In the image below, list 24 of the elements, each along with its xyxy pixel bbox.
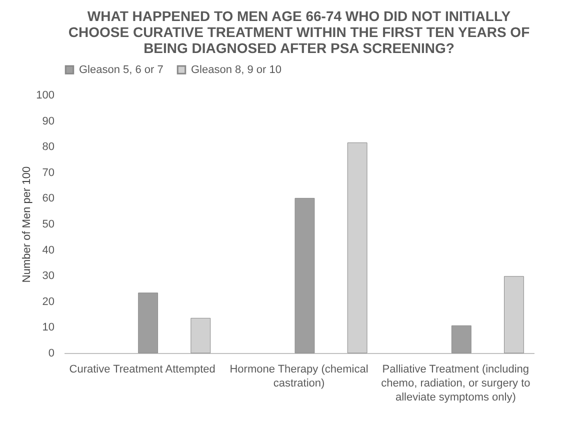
y-tick-label: 70	[42, 166, 54, 179]
y-tick-label: 100	[36, 90, 54, 102]
bar	[138, 292, 158, 354]
y-tick-label: 0	[48, 348, 54, 360]
y-tick-label: 20	[42, 296, 54, 308]
bar	[451, 325, 472, 354]
bar	[347, 142, 368, 354]
legend-label: Gleason 8, 9 or 10	[191, 64, 282, 76]
legend-label: Gleason 5, 6 or 7	[79, 64, 164, 76]
y-tick-label: 80	[42, 141, 54, 154]
x-tick-label: Hormone Therapy (chemical castration)	[230, 364, 368, 390]
y-tick-label: 10	[42, 322, 54, 334]
x-tick-label: Curative Treatment Attempted	[69, 364, 216, 376]
y-tick-label: 50	[42, 218, 54, 230]
y-tick-label: 30	[42, 270, 54, 282]
bar	[504, 276, 524, 354]
y-tick-label: 60	[42, 192, 54, 205]
bar	[190, 318, 211, 354]
y-axis-title: Number of Men per 100	[21, 166, 34, 283]
bar	[294, 198, 315, 354]
y-tick-label: 90	[42, 115, 54, 128]
y-tick-label: 40	[42, 244, 54, 256]
x-tick-label: Palliative Treatment (including chemo, radiation, or surgery to alleviate symptoms only)	[381, 364, 530, 404]
chart-title: WHAT HAPPENED TO MEN AGE 66-74 WHO DID NOT INITIALLY CHOOSE CURATIVE TREATMENT WITHIN THE FIRST TEN YEARS OF BEING DIAGNOSED AFTER PSA SCREENING?	[68, 8, 530, 56]
